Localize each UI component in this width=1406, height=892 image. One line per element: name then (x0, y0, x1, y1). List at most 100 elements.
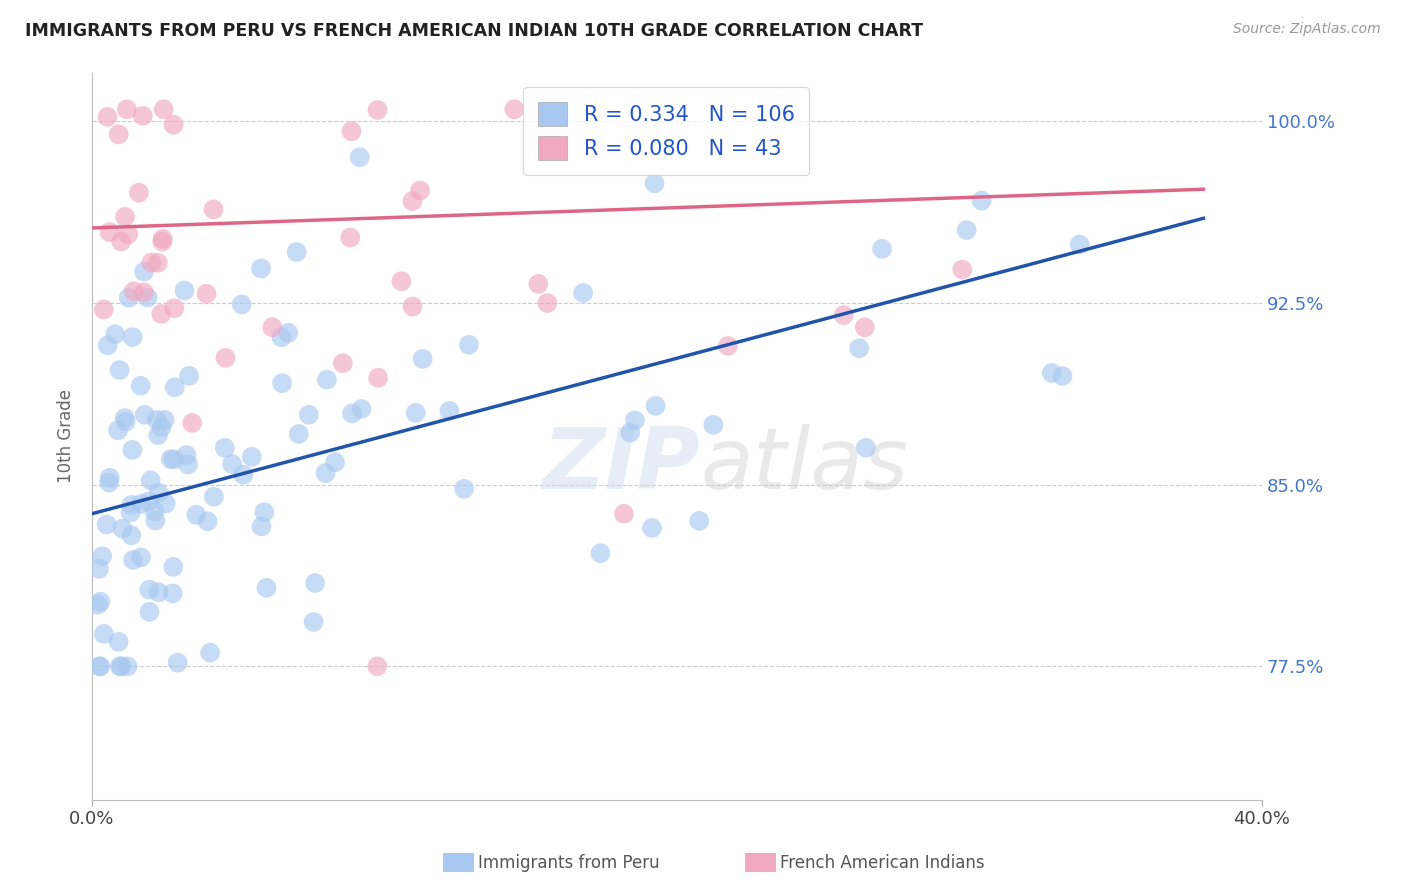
Point (254, 581, 277, 595)
Point (129, 378, 152, 392)
Point (121, 330, 143, 344)
Point (302, 615, 325, 629)
Point (98, 225, 121, 239)
Point (96, 110, 118, 124)
Point (304, 576, 326, 591)
Point (453, 482, 475, 496)
Point (367, 370, 389, 384)
Point (613, 507, 636, 521)
Point (107, 423, 129, 437)
Point (231, 297, 253, 311)
Point (214, 351, 236, 365)
Point (122, 553, 145, 567)
Point (412, 351, 434, 366)
Point (644, 399, 666, 413)
Point (214, 441, 236, 455)
Point (619, 425, 641, 440)
Point (107, 128, 129, 142)
Point (177, 368, 200, 383)
Point (287, 427, 309, 442)
Legend: R = 0.334   N = 106, R = 0.080   N = 43: R = 0.334 N = 106, R = 0.080 N = 43 (523, 87, 810, 175)
Point (107, 635, 129, 649)
Point (332, 356, 354, 370)
Point (340, 124, 363, 138)
Point (253, 505, 276, 519)
Point (128, 186, 150, 200)
Point (150, 420, 173, 434)
Point (145, 413, 167, 427)
Point (93, 627, 115, 641)
Point (198, 646, 221, 660)
Point (162, 118, 184, 132)
Point (132, 285, 155, 300)
Point (129, 550, 152, 565)
Point (572, 285, 595, 300)
Point (202, 490, 225, 504)
Point (270, 330, 292, 344)
Point (956, 223, 979, 237)
Point (114, 415, 136, 429)
Point (340, 406, 363, 420)
Point (176, 448, 198, 462)
Point (134, 408, 156, 422)
Point (152, 103, 174, 117)
Point (688, 514, 710, 528)
Point (89, 659, 111, 673)
Point (143, 504, 166, 518)
Point (1052, 369, 1074, 384)
Point (89, 659, 111, 673)
Point (139, 474, 162, 488)
Point (145, 514, 167, 528)
Point (298, 408, 321, 422)
Point (323, 455, 346, 469)
Point (644, 177, 666, 191)
Point (221, 457, 243, 471)
Point (87, 562, 110, 576)
Point (339, 230, 361, 244)
Point (250, 261, 273, 276)
Point (350, 401, 373, 416)
Point (98, 471, 121, 485)
Point (150, 235, 173, 249)
Point (155, 496, 177, 510)
Point (118, 291, 141, 305)
Point (1040, 366, 1063, 380)
Point (117, 659, 139, 673)
Point (89, 595, 111, 609)
Point (271, 376, 294, 391)
Text: atlas: atlas (700, 424, 908, 507)
Point (277, 326, 299, 340)
Point (527, 277, 550, 291)
Point (950, 262, 973, 277)
Point (146, 256, 169, 270)
Point (832, 308, 855, 322)
Point (97, 338, 120, 352)
Text: ZIP: ZIP (543, 424, 700, 507)
Point (93, 302, 115, 317)
Point (641, 521, 664, 535)
Point (111, 522, 134, 536)
Point (138, 605, 160, 619)
Point (110, 235, 132, 249)
Point (98, 475, 121, 490)
Point (717, 339, 740, 353)
Point (458, 337, 481, 351)
Y-axis label: 10th Grade: 10th Grade (58, 389, 75, 483)
Point (122, 285, 145, 299)
Point (136, 291, 159, 305)
Point (702, 417, 724, 432)
Point (148, 585, 170, 599)
Point (162, 586, 184, 600)
Point (970, 194, 993, 208)
Point (120, 528, 142, 542)
Point (115, 103, 138, 117)
Point (146, 428, 169, 442)
Point (120, 505, 142, 519)
Point (195, 286, 218, 301)
Point (114, 210, 136, 224)
Point (186, 508, 208, 522)
Point (117, 227, 139, 242)
Point (121, 442, 143, 457)
Point (153, 413, 176, 427)
Point (104, 327, 127, 342)
